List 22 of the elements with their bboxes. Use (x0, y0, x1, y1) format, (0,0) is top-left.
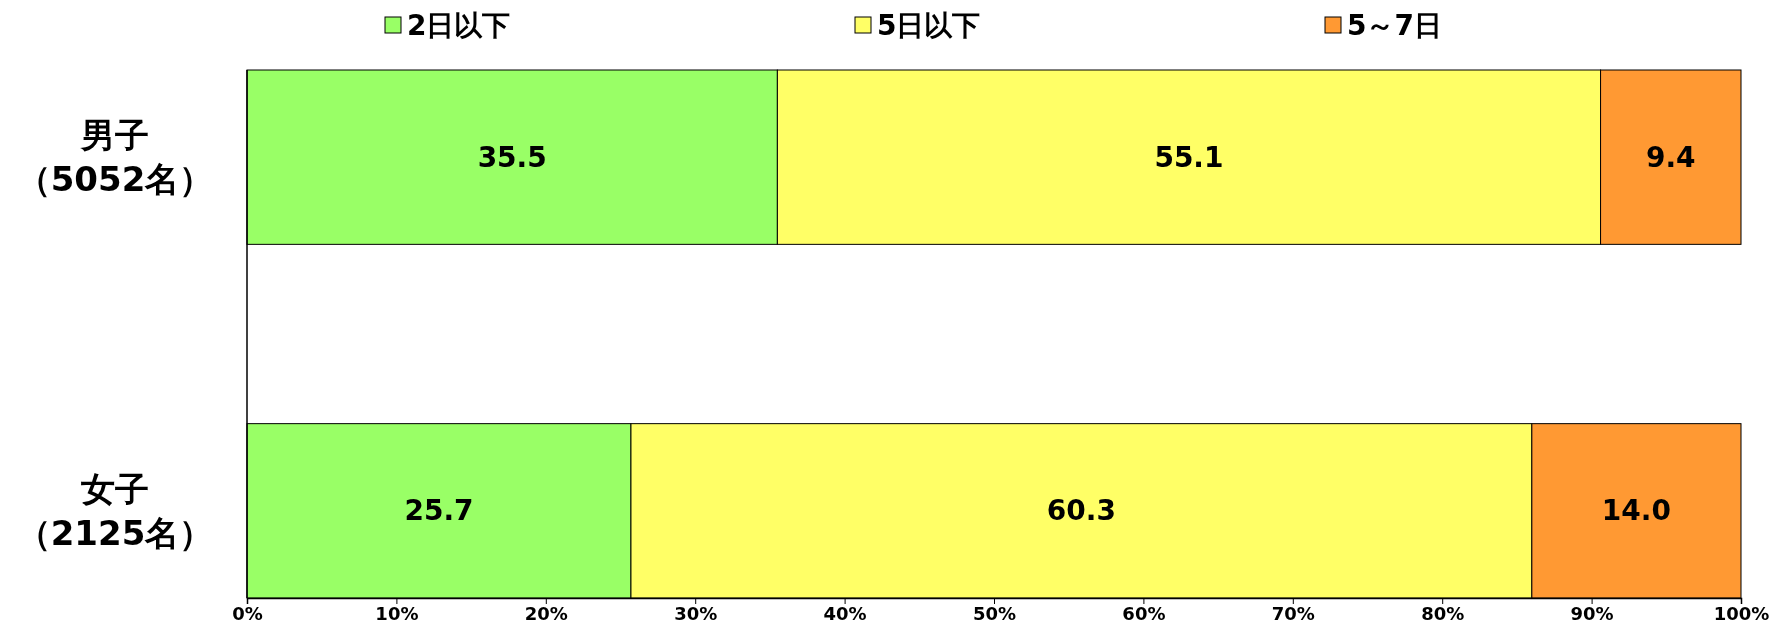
x-tick-label: 20% (524, 602, 568, 624)
y-tick-label: 女子（2125名） (16, 468, 214, 553)
x-tick-label: 60% (1122, 602, 1166, 624)
data-label: 25.7 (404, 494, 474, 528)
legend-label: 2日以下 (407, 8, 511, 42)
data-label: 35.5 (477, 140, 547, 174)
legend-label: 5～7日 (1347, 8, 1442, 42)
x-tick-label: 10% (375, 602, 419, 624)
x-tick-label: 80% (1421, 602, 1465, 624)
data-label: 60.3 (1046, 494, 1116, 528)
legend-label: 5日以下 (877, 8, 981, 42)
x-tick-label: 0% (232, 602, 263, 624)
data-label: 9.4 (1645, 140, 1696, 174)
y-tick-label: 男子（5052名） (16, 115, 214, 200)
data-label: 55.1 (1154, 140, 1224, 174)
x-tick-label: 50% (972, 602, 1017, 624)
x-tick-label: 70% (1271, 602, 1315, 624)
x-tick-label: 40% (823, 602, 867, 624)
x-tick-label: 30% (674, 602, 718, 624)
x-tick-label: 100% (1713, 602, 1770, 624)
data-label: 14.0 (1601, 494, 1671, 528)
x-tick-label: 90% (1570, 602, 1614, 624)
